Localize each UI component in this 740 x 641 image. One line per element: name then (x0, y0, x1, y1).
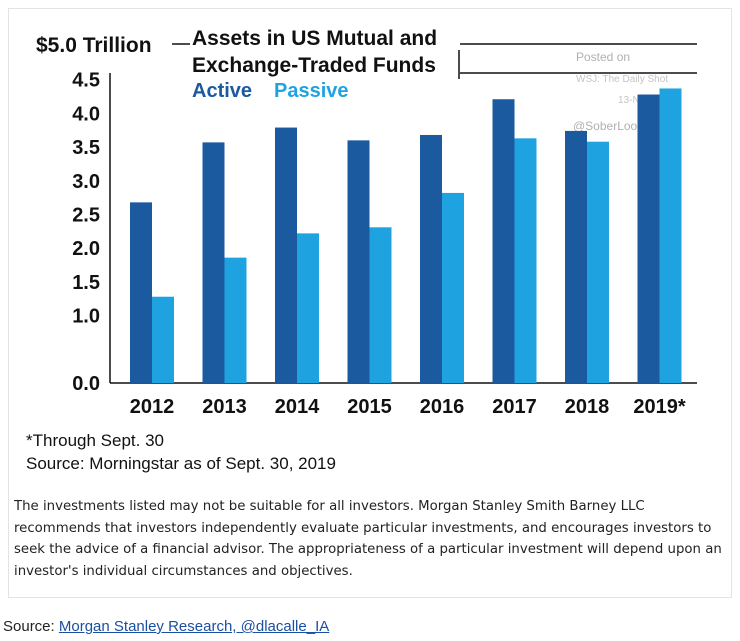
y-tick-label: 2.0 (72, 238, 100, 260)
source-line: Source: Morgan Stanley Research, @dlacal… (3, 618, 329, 635)
y-tick-label: 2.5 (72, 205, 100, 227)
disclaimer-text: The investments listed may not be suitab… (14, 499, 722, 579)
footnote-source: Source: Morningstar as of Sept. 30, 2019 (26, 454, 336, 473)
x-tick-label: 2013 (202, 396, 247, 418)
bar-active-2015 (347, 140, 370, 383)
bar-active-2013 (202, 142, 225, 383)
chart-title-line1: Assets in US Mutual and (192, 27, 437, 50)
bar-active-2014 (275, 127, 297, 383)
x-tick-label: 2012 (130, 396, 175, 418)
bar-active-2012 (130, 202, 152, 383)
x-tick-label: 2018 (565, 396, 610, 418)
bar-passive-2017 (514, 138, 537, 383)
bar-passive-2013 (224, 257, 247, 383)
watermark-line2: WSJ: The Daily Shot (576, 74, 668, 85)
bar-passive-2012 (152, 296, 174, 383)
legend-passive: Passive (274, 80, 349, 102)
y-tick-label: 3.0 (72, 171, 100, 193)
watermark-line4: @SoberLook (573, 119, 644, 133)
source-prefix: Source: (3, 618, 59, 635)
x-tick-labels: 2012 2013 2014 2015 2016 2017 2018 2019* (130, 396, 686, 418)
x-tick-label: 2014 (275, 396, 320, 418)
chart-title-line2: Exchange-Traded Funds (192, 54, 436, 77)
bar-active-2017 (492, 99, 515, 383)
y-tick-label: 1.5 (72, 272, 100, 294)
bar-passive-2018 (587, 141, 609, 383)
watermark-line1: Posted on (576, 50, 630, 64)
bar-passive-2015 (369, 227, 392, 383)
bars (130, 88, 682, 383)
y-tick-labels: 0.0 1.0 1.5 2.0 2.5 3.0 3.5 4.0 4.5 (72, 70, 100, 395)
y-unit-label: $5.0 Trillion (36, 34, 152, 57)
y-tick-label: 4.5 (72, 70, 100, 92)
bar-chart: $5.0 Trillion Assets in US Mutual and Ex… (36, 27, 697, 418)
x-tick-label: 2019* (633, 396, 685, 418)
bar-active-2019 (637, 94, 660, 383)
x-tick-label: 2015 (347, 396, 392, 418)
source-link[interactable]: Morgan Stanley Research, @dlacalle_IA (58, 618, 330, 635)
legend-active: Active (192, 80, 252, 102)
bar-active-2018 (565, 130, 587, 383)
y-tick-label: 1.0 (72, 306, 100, 328)
y-tick-label: 3.5 (72, 137, 100, 159)
x-tick-label: 2017 (492, 396, 537, 418)
bar-active-2016 (420, 134, 442, 383)
bar-passive-2014 (297, 233, 319, 383)
bar-passive-2016 (442, 192, 464, 383)
bar-passive-2019 (659, 88, 682, 383)
x-tick-label: 2016 (420, 396, 465, 418)
y-tick-label: 4.0 (72, 103, 100, 125)
y-tick-label: 0.0 (72, 373, 100, 395)
footnote-through: *Through Sept. 30 (26, 431, 164, 450)
